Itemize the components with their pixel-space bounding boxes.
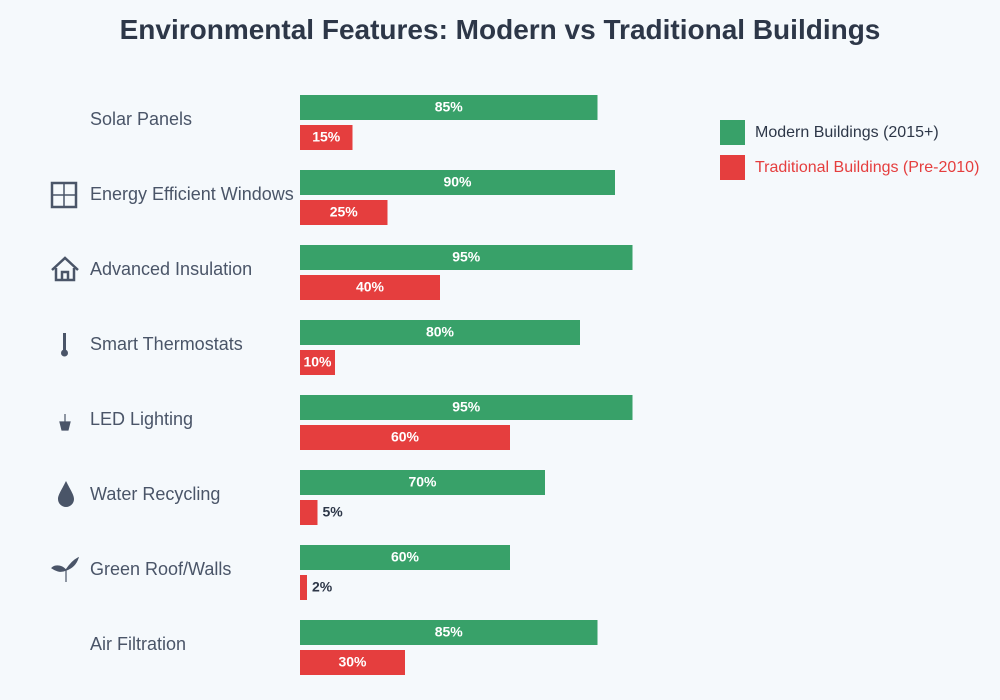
bar-modern — [300, 470, 545, 495]
data-label-traditional: 25% — [330, 204, 359, 220]
bar-modern — [300, 395, 633, 420]
thermometer-icon — [63, 333, 66, 351]
category-label: Air Filtration — [90, 634, 186, 654]
category-label: Green Roof/Walls — [90, 559, 231, 579]
data-label-modern: 70% — [408, 474, 437, 490]
legend-label-modern: Modern Buildings (2015+) — [755, 123, 939, 141]
data-label-traditional: 10% — [303, 354, 332, 370]
bar-modern — [300, 95, 598, 120]
category-label: Solar Panels — [90, 109, 192, 129]
category-label: Energy Efficient Windows — [90, 184, 294, 204]
category-label: Water Recycling — [90, 484, 220, 504]
bar-traditional — [300, 200, 388, 225]
data-label-traditional: 60% — [391, 429, 420, 445]
data-label-modern: 90% — [443, 174, 472, 190]
bar-traditional — [300, 350, 335, 375]
bar-traditional — [300, 500, 318, 525]
data-label-traditional: 15% — [312, 129, 341, 145]
house-icon — [51, 256, 79, 282]
legend-traditional: Traditional Buildings (Pre-2010) — [720, 155, 979, 180]
category-label: Smart Thermostats — [90, 334, 243, 354]
plant-pot-icon — [59, 414, 71, 431]
window-icon-frame — [52, 183, 76, 207]
chart-title: Environmental Features: Modern vs Tradit… — [119, 14, 881, 45]
bar-traditional — [300, 575, 307, 600]
bar-modern — [300, 620, 598, 645]
droplet-icon — [58, 481, 74, 507]
seedling-icon — [51, 556, 80, 582]
legend-modern: Modern Buildings (2015+) — [720, 120, 939, 145]
data-label-traditional: 2% — [312, 579, 333, 595]
data-label-modern: 60% — [391, 549, 420, 565]
bar-modern — [300, 170, 615, 195]
category-label: LED Lighting — [90, 409, 193, 429]
data-label-modern: 80% — [426, 324, 455, 340]
data-label-modern: 95% — [452, 249, 481, 265]
thermometer-bulb — [61, 349, 68, 357]
bar-modern — [300, 545, 510, 570]
data-label-modern: 85% — [435, 99, 464, 115]
bar-modern — [300, 320, 580, 345]
data-label-traditional: 5% — [323, 504, 344, 520]
data-label-traditional: 40% — [356, 279, 385, 295]
category-label: Advanced Insulation — [90, 259, 252, 279]
data-label-modern: 95% — [452, 399, 481, 415]
bar-traditional — [300, 425, 510, 450]
legend-swatch-traditional — [720, 155, 745, 180]
legend-label-traditional: Traditional Buildings (Pre-2010) — [755, 158, 980, 176]
data-label-traditional: 30% — [338, 654, 367, 670]
data-label-modern: 85% — [435, 624, 464, 640]
bar-traditional — [300, 650, 405, 675]
bar-traditional — [300, 125, 353, 150]
legend-swatch-modern — [720, 120, 745, 145]
bar-traditional — [300, 275, 440, 300]
bar-modern — [300, 245, 633, 270]
